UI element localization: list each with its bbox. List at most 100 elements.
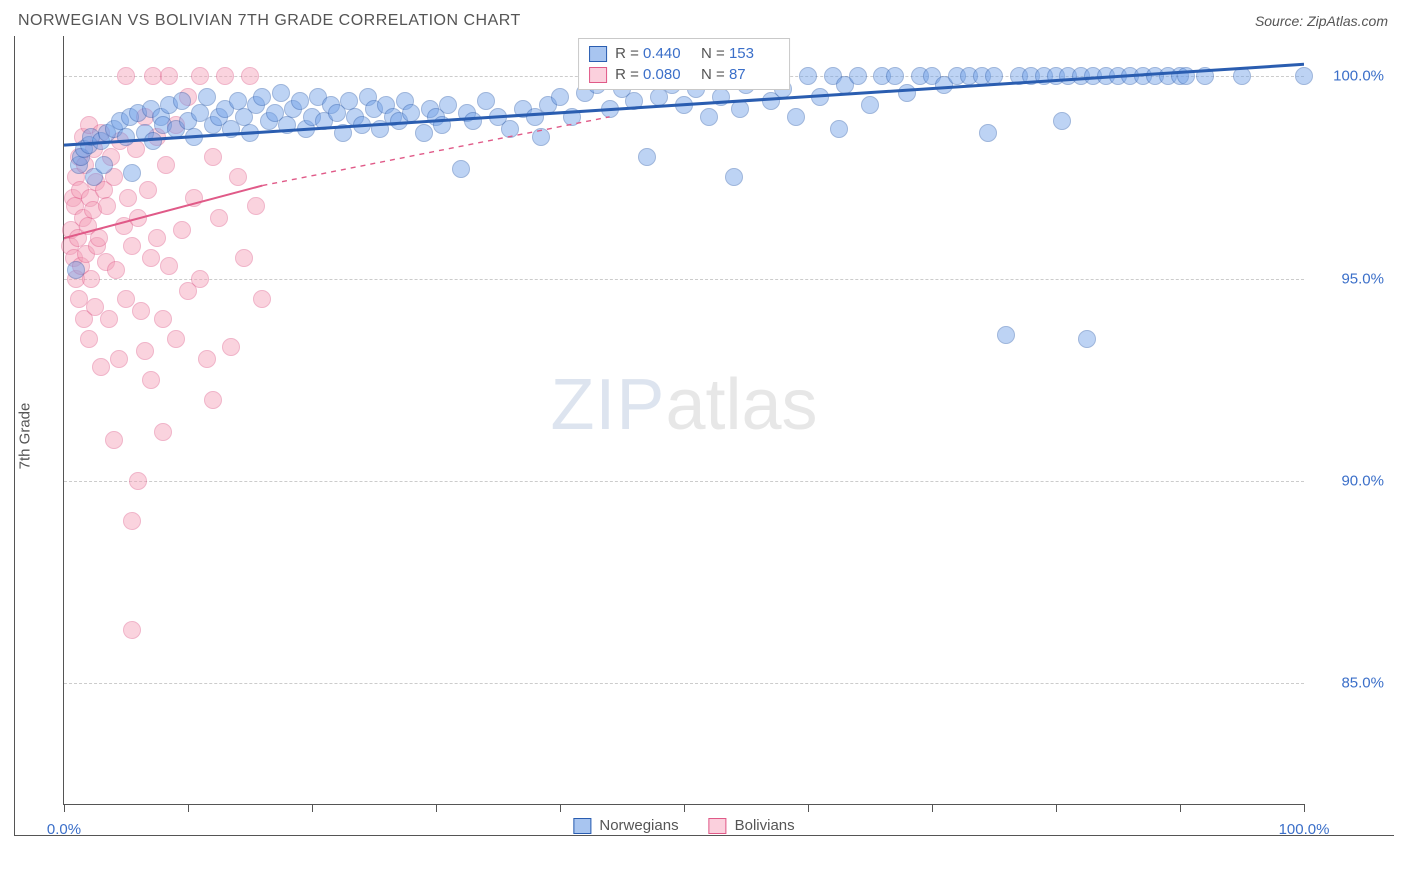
- x-tick: [64, 804, 65, 812]
- scatter-point: [210, 209, 228, 227]
- scatter-point: [185, 189, 203, 207]
- scatter-point: [160, 67, 178, 85]
- scatter-point: [551, 88, 569, 106]
- x-tick: [312, 804, 313, 812]
- scatter-point: [532, 128, 550, 146]
- x-tick: [1180, 804, 1181, 812]
- scatter-point: [997, 326, 1015, 344]
- r-value-0: 0.440: [643, 45, 693, 62]
- scatter-point: [830, 120, 848, 138]
- scatter-point: [625, 92, 643, 110]
- scatter-point: [241, 124, 259, 142]
- scatter-point: [216, 67, 234, 85]
- scatter-point: [107, 261, 125, 279]
- scatter-point: [1196, 67, 1214, 85]
- scatter-point: [433, 116, 451, 134]
- scatter-point: [886, 67, 904, 85]
- scatter-point: [799, 67, 817, 85]
- scatter-point: [67, 261, 85, 279]
- scatter-point: [136, 342, 154, 360]
- scatter-point: [601, 100, 619, 118]
- scatter-point: [222, 338, 240, 356]
- gridline-h: [64, 481, 1304, 482]
- scatter-point: [191, 67, 209, 85]
- chart-container: 7th Grade ZIPatlas R = 0.440 N = 153 R =…: [14, 36, 1394, 836]
- watermark-part2: atlas: [665, 365, 817, 445]
- scatter-point: [144, 132, 162, 150]
- scatter-point: [198, 350, 216, 368]
- legend-stats-row-0: R = 0.440 N = 153: [589, 43, 779, 64]
- x-tick-label: 100.0%: [1279, 821, 1330, 838]
- watermark: ZIPatlas: [550, 364, 817, 446]
- scatter-point: [247, 197, 265, 215]
- x-tick: [808, 804, 809, 812]
- legend-series: Norwegians Bolivians: [573, 817, 794, 834]
- gridline-h: [64, 279, 1304, 280]
- trend-lines: [64, 36, 1304, 804]
- n-value-0: 153: [729, 45, 779, 62]
- x-tick: [436, 804, 437, 812]
- scatter-point: [191, 270, 209, 288]
- scatter-point: [110, 350, 128, 368]
- legend-label-0: Norwegians: [599, 817, 678, 834]
- x-tick: [684, 804, 685, 812]
- legend-swatch-1: [589, 67, 607, 83]
- scatter-point: [415, 124, 433, 142]
- watermark-part1: ZIP: [550, 365, 665, 445]
- n-value-1: 87: [729, 66, 779, 83]
- scatter-point: [148, 229, 166, 247]
- legend-label-1: Bolivians: [735, 817, 795, 834]
- scatter-point: [117, 67, 135, 85]
- y-tick-label: 90.0%: [1314, 472, 1384, 489]
- scatter-point: [105, 431, 123, 449]
- x-tick: [560, 804, 561, 812]
- scatter-point: [229, 168, 247, 186]
- x-tick-label: 0.0%: [47, 821, 81, 838]
- scatter-point: [123, 164, 141, 182]
- scatter-point: [129, 209, 147, 227]
- scatter-point: [154, 310, 172, 328]
- legend-stats: R = 0.440 N = 153 R = 0.080 N = 87: [578, 38, 790, 90]
- x-tick: [1304, 804, 1305, 812]
- scatter-point: [898, 84, 916, 102]
- scatter-point: [477, 92, 495, 110]
- scatter-point: [501, 120, 519, 138]
- scatter-point: [787, 108, 805, 126]
- scatter-point: [1295, 67, 1313, 85]
- scatter-point: [979, 124, 997, 142]
- x-tick: [932, 804, 933, 812]
- scatter-point: [439, 96, 457, 114]
- source-label: Source: ZipAtlas.com: [1255, 13, 1388, 29]
- scatter-point: [241, 67, 259, 85]
- scatter-point: [452, 160, 470, 178]
- scatter-point: [117, 128, 135, 146]
- scatter-point: [198, 88, 216, 106]
- legend-stats-row-1: R = 0.080 N = 87: [589, 64, 779, 85]
- scatter-point: [80, 330, 98, 348]
- scatter-point: [167, 330, 185, 348]
- y-tick-label: 100.0%: [1314, 68, 1384, 85]
- scatter-point: [160, 257, 178, 275]
- scatter-point: [157, 156, 175, 174]
- scatter-point: [353, 116, 371, 134]
- legend-item-1: Bolivians: [709, 817, 795, 834]
- plot-area: ZIPatlas R = 0.440 N = 153 R = 0.080 N =…: [63, 36, 1304, 805]
- scatter-point: [861, 96, 879, 114]
- scatter-point: [700, 108, 718, 126]
- scatter-point: [90, 229, 108, 247]
- x-tick: [1056, 804, 1057, 812]
- y-axis-label: 7th Grade: [17, 402, 34, 469]
- chart-title: NORWEGIAN VS BOLIVIAN 7TH GRADE CORRELAT…: [18, 12, 521, 30]
- scatter-point: [1078, 330, 1096, 348]
- scatter-point: [675, 96, 693, 114]
- scatter-point: [638, 148, 656, 166]
- scatter-point: [811, 88, 829, 106]
- scatter-point: [563, 108, 581, 126]
- x-tick: [188, 804, 189, 812]
- scatter-point: [1053, 112, 1071, 130]
- scatter-point: [731, 100, 749, 118]
- scatter-point: [725, 168, 743, 186]
- scatter-point: [464, 112, 482, 130]
- scatter-point: [129, 472, 147, 490]
- scatter-point: [272, 84, 290, 102]
